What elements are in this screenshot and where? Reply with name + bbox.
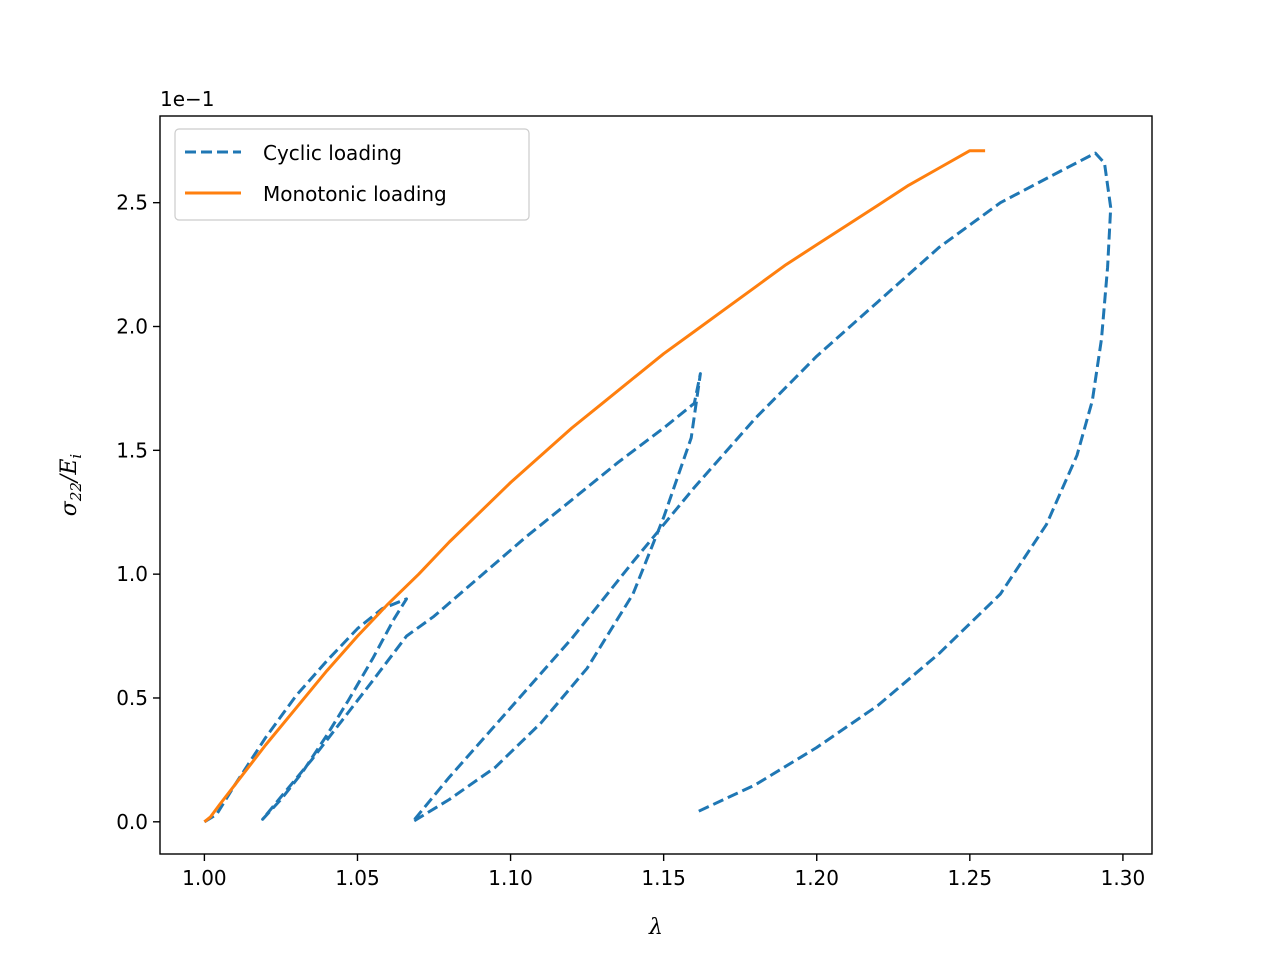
y-tick-label: 2.0 [116, 315, 148, 339]
y-tick-label: 0.0 [116, 810, 148, 834]
x-axis: 1.00 1.05 1.10 1.15 1.20 1.25 1.30 [182, 854, 1145, 890]
axes-frame [159, 115, 1153, 855]
x-tick-label: 1.05 [335, 866, 380, 890]
x-tick-label: 1.00 [182, 866, 227, 890]
plot-area [203, 149, 1113, 824]
legend-label-cyclic: Cyclic loading [263, 141, 402, 165]
series-line-monotonic [203, 149, 986, 823]
y-tick-label: 2.5 [116, 191, 148, 215]
y-tick-label: 0.5 [116, 686, 148, 710]
x-tick-label: 1.30 [1101, 866, 1146, 890]
series-line-cyclic [203, 151, 1113, 824]
y-offset-text: 1e−1 [160, 87, 215, 111]
x-tick-label: 1.10 [488, 866, 533, 890]
legend-box [174, 128, 530, 221]
legend-label-monotonic: Monotonic loading [263, 182, 447, 206]
x-tick-label: 1.25 [948, 866, 993, 890]
y-tick-label: 1.0 [116, 562, 148, 586]
x-tick-label: 1.20 [794, 866, 839, 890]
legend: Cyclic loading Monotonic loading [174, 128, 530, 221]
x-axis-label: λ [648, 915, 663, 940]
x-tick-label: 1.15 [641, 866, 686, 890]
y-axis: 0.0 0.5 1.0 1.5 2.0 2.5 [116, 191, 160, 834]
y-tick-label: 1.5 [116, 438, 148, 462]
y-axis-label: σ22/Ei [57, 454, 85, 517]
